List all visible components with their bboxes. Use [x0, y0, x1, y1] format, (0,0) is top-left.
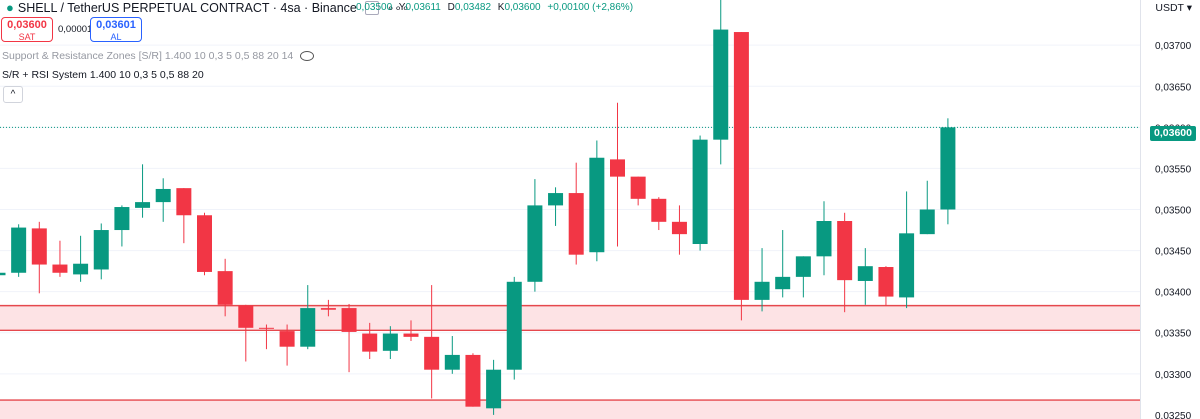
- y-tick-label: 0,03450: [1155, 247, 1192, 258]
- currency-label: USDT: [1155, 2, 1184, 14]
- candle-body: [610, 159, 625, 177]
- price-axis[interactable]: 0,037000,036500,036000,035500,035000,034…: [1140, 0, 1192, 419]
- candle-body: [0, 272, 6, 276]
- y-tick-label: 0,03700: [1155, 41, 1192, 52]
- candle-body: [403, 333, 419, 337]
- chart-header: ● SHELL / TetherUS PERPETUAL CONTRACT · …: [6, 0, 409, 15]
- buy-button[interactable]: 0,03601 AL: [90, 17, 142, 42]
- y-tick-label: 0,03250: [1155, 411, 1192, 419]
- candle-body: [217, 271, 233, 305]
- sell-button[interactable]: 0,03600 SAT: [1, 17, 53, 42]
- ohlc-high-value: 0,03611: [405, 2, 441, 13]
- ohlc-readout: 0,03500 Y0,03611 D0,03482 K0,03600 +0,00…: [356, 2, 637, 13]
- candle-body: [816, 221, 832, 257]
- candle-body: [671, 221, 687, 235]
- candle-body: [506, 281, 522, 370]
- y-tick-label: 0,03300: [1155, 370, 1192, 381]
- candle-body: [754, 281, 770, 300]
- candle-body: [424, 336, 440, 370]
- ohlc-low-key: D: [447, 2, 455, 13]
- collapse-indicators-button[interactable]: ^: [3, 86, 23, 103]
- candle-body: [73, 263, 89, 275]
- indicator-sr-rsi[interactable]: S/R + RSI System 1.400 10 0,3 5 0,5 88 2…: [2, 69, 204, 81]
- currency-selector[interactable]: USDT ▾: [1151, 1, 1196, 15]
- sell-price: 0,03600: [7, 19, 47, 31]
- indicator-sr-zones-label: Support & Resistance Zones [S/R] 1.400 1…: [2, 50, 294, 62]
- candle-body: [692, 139, 708, 245]
- ohlc-change-value: +0,00100 (+2,86%): [547, 2, 634, 13]
- buy-label: AL: [110, 32, 122, 42]
- candle-body: [733, 32, 749, 300]
- compare-icon[interactable]: [364, 0, 379, 15]
- y-tick-label: 0,03650: [1155, 82, 1192, 93]
- candle-body: [878, 267, 894, 297]
- candle-body: [341, 308, 357, 332]
- candle-body: [258, 327, 274, 329]
- candle-body: [548, 193, 564, 206]
- candle-body: [940, 127, 956, 210]
- sr-zone: [0, 400, 1140, 419]
- candles: [0, 0, 956, 415]
- candle-body: [279, 331, 295, 347]
- candle-body: [630, 176, 646, 199]
- indicator-sr-rsi-label: S/R + RSI System 1.400 10 0,3 5 0,5 88 2…: [2, 69, 204, 81]
- candle-body: [31, 228, 47, 265]
- candle-body: [238, 305, 254, 328]
- indicator-sr-zones[interactable]: Support & Resistance Zones [S/R] 1.400 1…: [2, 50, 315, 62]
- candle-body: [919, 209, 935, 235]
- more-icon[interactable]: ∘∘∘: [386, 0, 410, 15]
- y-tick-label: 0,03350: [1155, 329, 1192, 340]
- support-resistance-zones: [0, 304, 1140, 419]
- candle-body: [11, 227, 27, 273]
- last-price-tag: 0,03600: [1150, 126, 1196, 141]
- candle-body: [899, 233, 915, 298]
- y-tick-label: 0,03550: [1155, 164, 1192, 175]
- sell-label: SAT: [18, 32, 36, 42]
- candle-body: [300, 308, 316, 347]
- ohlc-close-key: K: [497, 2, 505, 13]
- candle-body: [114, 207, 130, 231]
- candle-body: [176, 188, 192, 216]
- candle-body: [465, 354, 481, 407]
- ohlc-low-value: 0,03482: [454, 2, 492, 13]
- spread-value: 0,00001: [58, 24, 93, 35]
- candle-body: [320, 308, 336, 310]
- sr-zone: [0, 305, 1140, 331]
- y-tick-label: 0,03400: [1155, 288, 1192, 299]
- live-dot-icon: ●: [6, 0, 14, 15]
- ohlc-close-value: 0,03600: [504, 2, 541, 13]
- candle-body: [93, 230, 109, 270]
- candle-body: [568, 193, 584, 255]
- chevron-up-icon: ^: [10, 89, 16, 100]
- candle-body: [52, 264, 68, 273]
- candle-body: [382, 333, 398, 351]
- buy-price: 0,03601: [96, 19, 136, 31]
- candle-body: [651, 198, 667, 222]
- candle-body: [527, 205, 543, 282]
- candle-body: [589, 157, 605, 253]
- symbol-title[interactable]: SHELL / TetherUS PERPETUAL CONTRACT · 4s…: [17, 0, 357, 15]
- candle-body: [362, 333, 378, 352]
- candle-body: [857, 266, 873, 281]
- candle-body: [444, 354, 460, 370]
- candle-body: [155, 188, 171, 203]
- candle-body: [135, 202, 151, 208]
- candle-body: [775, 276, 791, 290]
- candle-body: [713, 29, 729, 140]
- y-tick-label: 0,03500: [1155, 206, 1192, 217]
- candle-body: [795, 256, 811, 277]
- ohlc-high-key: Y: [398, 2, 406, 13]
- hidden-eye-icon[interactable]: [300, 51, 315, 62]
- candle-body: [197, 215, 212, 272]
- candle-body: [837, 221, 853, 281]
- ohlc-open-value: 0,03500: [356, 2, 393, 13]
- candle-body: [486, 369, 502, 409]
